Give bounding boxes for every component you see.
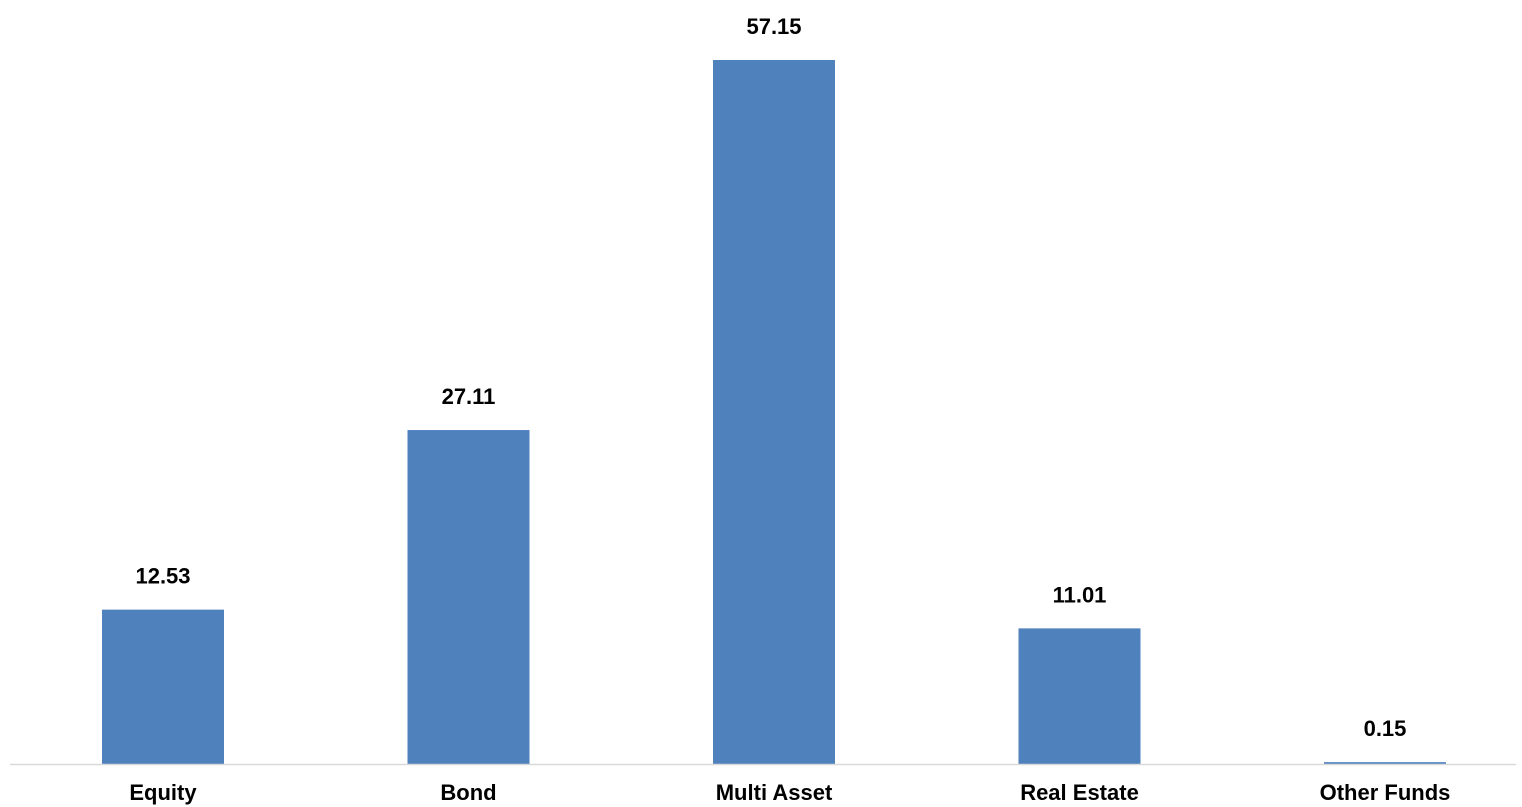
value-labels-group: 12.53 27.11 57.15 11.01 0.15 xyxy=(135,14,1406,741)
value-label-other-funds: 0.15 xyxy=(1364,716,1407,741)
value-label-bond: 27.11 xyxy=(442,384,496,409)
bar-multi-asset xyxy=(713,60,835,764)
value-label-real-estate: 11.01 xyxy=(1053,582,1107,607)
bar-equity xyxy=(102,609,224,764)
category-label-other-funds: Other Funds xyxy=(1320,780,1451,805)
category-label-multi-asset: Multi Asset xyxy=(716,780,833,805)
value-label-multi-asset: 57.15 xyxy=(746,14,801,39)
category-label-real-estate: Real Estate xyxy=(1020,780,1139,805)
category-label-bond: Bond xyxy=(440,780,496,805)
bar-other-funds xyxy=(1324,762,1446,764)
bar-real-estate xyxy=(1018,628,1141,764)
bars-group xyxy=(102,60,1446,764)
category-labels-group: Equity Bond Multi Asset Real Estate Other Fu… xyxy=(129,780,1450,805)
category-label-equity: Equity xyxy=(129,780,197,805)
value-label-equity: 12.53 xyxy=(135,564,190,589)
bar-bond xyxy=(407,430,530,764)
